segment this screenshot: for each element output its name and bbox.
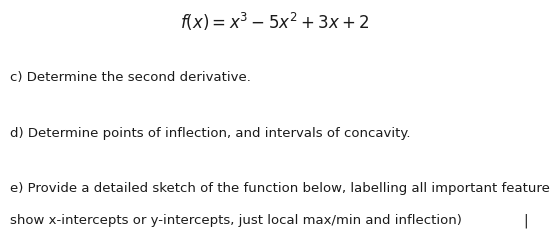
Text: d) Determine points of inflection, and intervals of concavity.: d) Determine points of inflection, and i…	[10, 127, 410, 140]
Text: show x-intercepts or y-intercepts, just local max/min and inflection): show x-intercepts or y-intercepts, just …	[10, 214, 462, 227]
Text: $f(x) = x^3 - 5x^2 + 3x + 2$: $f(x) = x^3 - 5x^2 + 3x + 2$	[180, 11, 370, 33]
Text: |: |	[524, 214, 528, 228]
Text: c) Determine the second derivative.: c) Determine the second derivative.	[10, 71, 251, 84]
Text: e) Provide a detailed sketch of the function below, labelling all important feat: e) Provide a detailed sketch of the func…	[10, 182, 550, 195]
